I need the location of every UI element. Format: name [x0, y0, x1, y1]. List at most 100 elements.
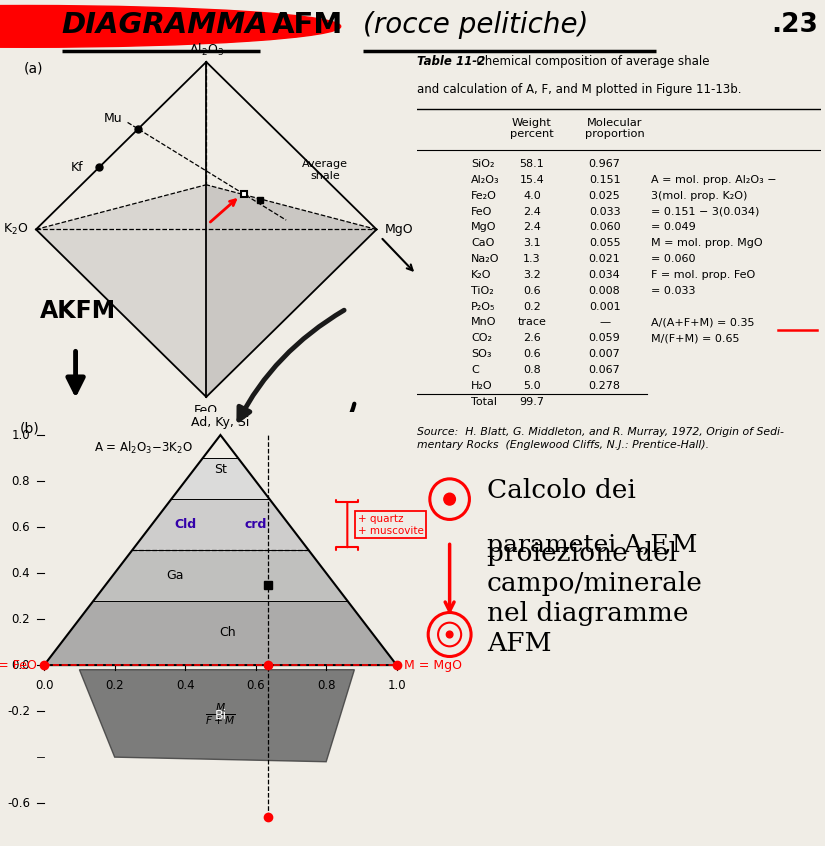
Polygon shape: [45, 601, 397, 665]
Text: = 0.033: = 0.033: [651, 286, 695, 296]
Circle shape: [0, 6, 341, 47]
Text: 99.7: 99.7: [519, 397, 544, 407]
Circle shape: [444, 493, 455, 505]
Text: Al$_2$O$_3$: Al$_2$O$_3$: [189, 42, 224, 58]
Text: Bi: Bi: [214, 709, 227, 722]
Text: 0.033: 0.033: [589, 206, 620, 217]
Polygon shape: [79, 670, 355, 761]
Text: 0.6: 0.6: [247, 678, 265, 692]
Text: 0.967: 0.967: [589, 159, 620, 169]
Text: K$_2$O: K$_2$O: [2, 222, 28, 237]
Text: AFM: AFM: [272, 11, 344, 39]
Text: Chemical composition of average shale: Chemical composition of average shale: [469, 55, 710, 68]
Text: SO₃: SO₃: [471, 349, 492, 359]
Text: 2.4: 2.4: [523, 206, 540, 217]
Text: Total: Total: [471, 397, 497, 407]
Text: 0.8: 0.8: [317, 678, 336, 692]
Text: 0.067: 0.067: [589, 365, 620, 375]
Text: MgO: MgO: [471, 222, 497, 233]
Text: Ga: Ga: [166, 569, 183, 582]
Text: Cld: Cld: [174, 519, 196, 531]
Text: -0.6: -0.6: [7, 797, 30, 810]
Text: 0.6: 0.6: [12, 520, 30, 534]
Text: .23: .23: [771, 12, 818, 38]
Text: 58.1: 58.1: [520, 159, 544, 169]
Text: M = MgO: M = MgO: [403, 658, 462, 672]
Text: 15.4: 15.4: [520, 175, 544, 185]
Text: 0.025: 0.025: [589, 191, 620, 201]
Text: AKFM: AKFM: [40, 299, 116, 323]
Text: -0.2: -0.2: [7, 705, 30, 717]
Text: 0.034: 0.034: [589, 270, 620, 280]
Text: 0.6: 0.6: [523, 349, 540, 359]
Text: $\frac{M}{F+M}$: $\frac{M}{F+M}$: [205, 702, 236, 728]
Text: crd: crd: [244, 519, 266, 531]
Text: CaO: CaO: [471, 239, 494, 249]
Text: 4.0: 4.0: [523, 191, 540, 201]
Text: 2.6: 2.6: [523, 333, 540, 343]
Polygon shape: [132, 499, 309, 550]
Text: 3(mol. prop. K₂O): 3(mol. prop. K₂O): [651, 191, 747, 201]
Text: 0.2: 0.2: [106, 678, 124, 692]
Text: Weight
percent: Weight percent: [510, 118, 554, 139]
Text: Kf: Kf: [70, 161, 83, 174]
Text: 1.3: 1.3: [523, 254, 540, 264]
Text: TiO₂: TiO₂: [471, 286, 494, 296]
Text: (b): (b): [20, 421, 40, 435]
Text: Na₂O: Na₂O: [471, 254, 500, 264]
Polygon shape: [171, 458, 270, 499]
Text: 0.0: 0.0: [12, 658, 30, 672]
Text: Molecular
proportion: Molecular proportion: [585, 118, 644, 139]
Text: 0.0: 0.0: [35, 678, 54, 692]
Text: 1.0: 1.0: [388, 678, 406, 692]
Text: = 0.151 − 3(0.034): = 0.151 − 3(0.034): [651, 206, 760, 217]
Text: 0.4: 0.4: [12, 567, 30, 580]
Text: H₂O: H₂O: [471, 381, 493, 391]
Text: St: St: [214, 463, 227, 476]
Text: + quartz
+ muscovite: + quartz + muscovite: [358, 514, 424, 536]
Text: 5.0: 5.0: [523, 381, 540, 391]
Text: Fe₂O: Fe₂O: [471, 191, 497, 201]
Text: proiezione del
campo/minerale
nel diagramme
AFM: proiezione del campo/minerale nel diagra…: [487, 541, 703, 656]
Text: 0.6: 0.6: [523, 286, 540, 296]
Text: 0.059: 0.059: [589, 333, 620, 343]
Text: 0.8: 0.8: [523, 365, 540, 375]
Circle shape: [446, 631, 453, 638]
Text: F = FeO: F = FeO: [0, 658, 37, 672]
Text: Al₂O₃: Al₂O₃: [471, 175, 500, 185]
Text: and calculation of A, F, and M plotted in Figure 11-13b.: and calculation of A, F, and M plotted i…: [417, 83, 741, 96]
Text: FeO: FeO: [194, 404, 219, 417]
Text: DIAGRAMMA: DIAGRAMMA: [62, 11, 269, 39]
Text: (a): (a): [24, 62, 44, 76]
Text: Ch: Ch: [219, 626, 236, 640]
Text: 0.2: 0.2: [12, 613, 30, 625]
Text: 0.021: 0.021: [589, 254, 620, 264]
Text: Calcolo dei: Calcolo dei: [487, 478, 635, 503]
Polygon shape: [206, 184, 376, 397]
Text: M = mol. prop. MgO: M = mol. prop. MgO: [651, 239, 763, 249]
Text: = 0.049: = 0.049: [651, 222, 695, 233]
Text: A/(A+F+M) = 0.35: A/(A+F+M) = 0.35: [651, 317, 755, 327]
Text: Table 11-2: Table 11-2: [417, 55, 485, 68]
Text: 2.4: 2.4: [523, 222, 540, 233]
Text: 0.001: 0.001: [589, 302, 620, 311]
Text: 0.007: 0.007: [589, 349, 620, 359]
Text: C: C: [471, 365, 479, 375]
Text: 0.151: 0.151: [589, 175, 620, 185]
Text: P₂O₅: P₂O₅: [471, 302, 496, 311]
Text: 0.2: 0.2: [523, 302, 540, 311]
Polygon shape: [36, 184, 376, 397]
Text: Source:  H. Blatt, G. Middleton, and R. Murray, 1972, Origin of Sedi-
mentary Ro: Source: H. Blatt, G. Middleton, and R. M…: [417, 427, 784, 450]
Polygon shape: [93, 550, 347, 601]
Text: Average
shale: Average shale: [302, 159, 348, 181]
Text: 0.4: 0.4: [176, 678, 195, 692]
Text: F = mol. prop. FeO: F = mol. prop. FeO: [651, 270, 756, 280]
Text: A = Al$_2$O$_3$−3K$_2$O: A = Al$_2$O$_3$−3K$_2$O: [93, 440, 192, 456]
Text: Ad, Ky, Si: Ad, Ky, Si: [191, 416, 250, 429]
Text: 0.060: 0.060: [589, 222, 620, 233]
Text: SiO₂: SiO₂: [471, 159, 495, 169]
Text: CO₂: CO₂: [471, 333, 493, 343]
Text: (rocce pelitiche): (rocce pelitiche): [363, 11, 588, 39]
Text: 3.1: 3.1: [523, 239, 540, 249]
Text: Mu: Mu: [104, 113, 122, 125]
